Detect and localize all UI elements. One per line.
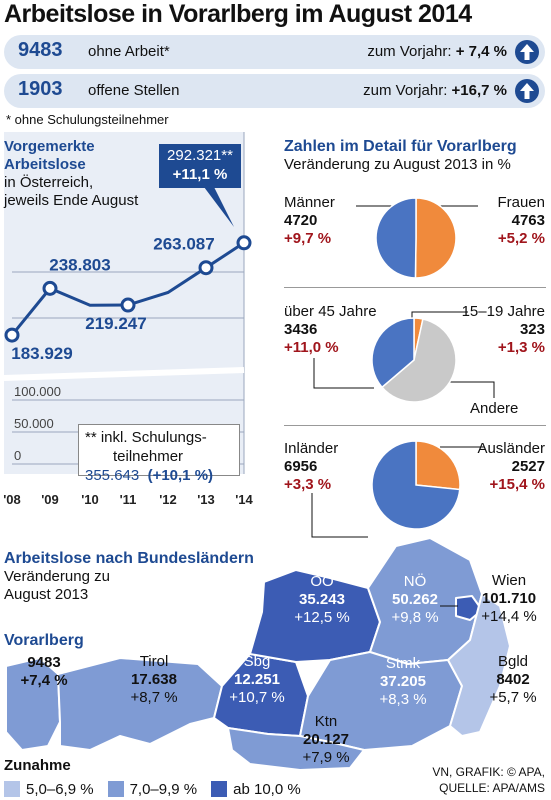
region-burgenland <box>447 593 511 737</box>
pie-slice <box>414 197 457 279</box>
divider <box>284 425 546 426</box>
callout-2014: 292.321** +11,1 % <box>159 144 241 188</box>
legend-swatch-3 <box>211 781 228 797</box>
data-point <box>42 280 58 296</box>
note-line-1: ** inkl. Schulungs- <box>85 429 207 446</box>
label-wien: Wien 101.710 +14,4 % <box>481 572 537 625</box>
y-tick-label: 0 <box>14 448 21 463</box>
note-box: ** inkl. Schulungs- teilnehmer 355.643 (… <box>78 424 240 484</box>
label-niederoesterreich: NÖ 50.262 +9,8 % <box>391 573 439 626</box>
footnote: * ohne Schulungsteilnehmer <box>6 112 169 127</box>
data-label: 219.247 <box>85 314 146 333</box>
line-chart-subtitle-1: in Österreich, <box>4 174 94 191</box>
kpi-value: 9483 <box>18 39 63 61</box>
data-point <box>4 327 20 343</box>
x-tick-label: '14 <box>235 492 253 507</box>
pie2-left-label: über 45 Jahre 3436 +11,0 % <box>284 303 377 356</box>
label-salzburg: Sbg 12.251 +10,7 % <box>229 653 285 706</box>
data-label: 263.087 <box>153 235 214 254</box>
note-line-2: teilnehmer <box>113 448 184 465</box>
data-point <box>236 235 252 251</box>
kpi-change: zum Vorjahr: + 7,4 % <box>367 43 507 60</box>
kpi-change: zum Vorjahr: +16,7 % <box>363 82 507 99</box>
pie1-right-label: Frauen 4763 +5,2 % <box>497 194 545 247</box>
x-tick-label: '09 <box>41 492 59 507</box>
pie-slice <box>375 197 417 279</box>
pie-slice <box>371 317 415 389</box>
pie-chart-gender <box>356 197 478 279</box>
legend-label-3: ab 10,0 % <box>233 780 301 798</box>
label-burgenland: Bgld 8402 +5,7 % <box>489 653 537 706</box>
legend-swatch-1 <box>4 781 20 797</box>
pie-heading: Zahlen im Detail für Vorarlberg Veränder… <box>284 138 517 174</box>
legend-title: Zunahme <box>4 757 71 774</box>
label-kaernten: Ktn 20.127 +7,9 % <box>302 713 350 766</box>
kpi-value: 1903 <box>18 78 63 100</box>
kpi-unemployed: 9483 ohne Arbeit* zum Vorjahr: + 7,4 % <box>4 35 545 69</box>
label-vorarlberg: Vorarlberg <box>4 632 84 649</box>
callout-change: +11,1 % <box>172 166 228 183</box>
pie2-other-label: Andere <box>470 400 519 417</box>
map-title: Arbeitslose nach Bundesländern <box>4 550 254 567</box>
label-steiermark: Stmk 37.205 +8,3 % <box>379 655 427 708</box>
x-tick-label: '08 <box>3 492 21 507</box>
region-vorarlberg <box>5 657 61 751</box>
pie-chart-nationality <box>311 440 484 538</box>
data-label: 238.803 <box>49 255 110 274</box>
callout-pointer <box>204 187 234 227</box>
region-tirol <box>57 657 223 751</box>
callout-value: 292.321** <box>167 147 233 164</box>
pie1-left-label: Männer 4720 +9,7 % <box>284 194 335 247</box>
x-tick-label: '12 <box>159 492 177 507</box>
pie-subtitle: Veränderung zu August 2013 in % <box>284 156 511 173</box>
x-tick-label: '10 <box>81 492 99 507</box>
page-title: Arbeitslose in Vorarlberg im August 2014 <box>4 0 472 28</box>
x-tick-label: '11 <box>120 492 137 507</box>
line-chart-title-2: Arbeitslose <box>4 156 86 173</box>
source-credit: VN, GRAFIK: © APA, QUELLE: APA/AMS <box>432 765 545 795</box>
label-tirol: Tirol 17.638 +8,7 % <box>130 653 178 706</box>
divider <box>284 287 546 288</box>
data-point <box>120 297 136 313</box>
line-chart-heading: Vorgemerkte Arbeitslose in Österreich, j… <box>4 138 138 210</box>
austria-map <box>5 537 511 771</box>
pie-title: Zahlen im Detail für Vorarlberg <box>284 138 517 155</box>
note-value: 355.643 (+10,1 %) <box>85 467 214 484</box>
data-point <box>198 260 214 276</box>
map-subtitle-1: Veränderung zu <box>4 568 110 585</box>
arrow-up-icon <box>515 40 539 64</box>
label-vorarlberg-values: 9483 +7,4 % <box>20 654 68 689</box>
legend-label-2: 7,0–9,9 % <box>129 780 198 798</box>
arrow-up-icon <box>515 79 539 103</box>
map-heading: Arbeitslose nach Bundesländern Veränderu… <box>4 550 254 604</box>
label-oberoesterreich: OÖ 35.243 +12,5 % <box>294 573 350 626</box>
legend: 5,0–6,9 % 7,0–9,9 % ab 10,0 % <box>4 779 301 799</box>
legend-label-1: 5,0–6,9 % <box>26 780 94 798</box>
axis-break <box>3 367 245 381</box>
kpi-open-positions: 1903 offene Stellen zum Vorjahr: +16,7 % <box>4 74 545 108</box>
region-kaernten <box>227 727 365 771</box>
data-label: 183.929 <box>11 344 72 363</box>
pie3-left-label: Inländer 6956 +3,3 % <box>284 440 339 493</box>
y-tick-label: 100.000 <box>14 384 61 399</box>
pie-chart-age <box>313 311 495 403</box>
map-subtitle-2: August 2013 <box>4 586 89 603</box>
x-tick-label: '13 <box>197 492 215 507</box>
legend-swatch-2 <box>107 781 124 797</box>
pie-slice <box>380 318 457 403</box>
pie-slice <box>371 440 461 530</box>
y-tick-label: 50.000 <box>14 416 54 431</box>
line-chart: 0 50.000 100.000 '08 '09 '10 '11 '12 '13 '14 183… <box>3 132 254 507</box>
pie2-right-label: 15–19 Jahre 323 +1,3 % <box>461 303 545 356</box>
line-chart-title-1: Vorgemerkte <box>4 138 95 155</box>
kpi-label: offene Stellen <box>88 82 180 99</box>
line-chart-subtitle-2: jeweils Ende August <box>4 192 139 209</box>
pie-slice <box>415 440 461 491</box>
kpi-label: ohne Arbeit* <box>88 43 170 60</box>
pie3-right-label: Ausländer 2527 +15,4 % <box>477 440 545 493</box>
